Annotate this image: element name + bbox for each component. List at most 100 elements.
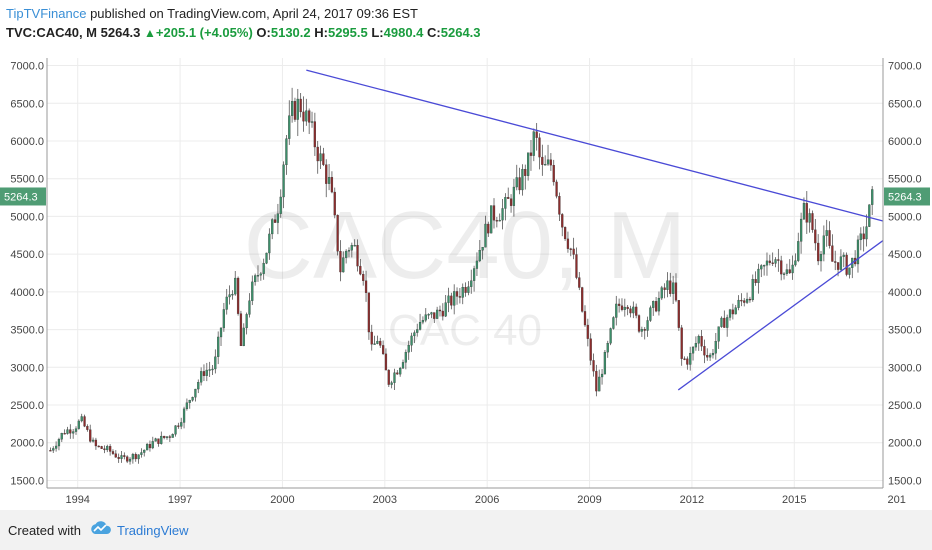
publisher-link[interactable]: TipTVFinance xyxy=(6,6,87,21)
price-chart[interactable]: CAC40, M CAC 40 7000.0 7000.0 6500.0 6500.0… xyxy=(0,0,932,510)
candle-up xyxy=(745,298,749,303)
candle-down xyxy=(723,317,726,328)
candle-up xyxy=(171,434,174,438)
candle-down xyxy=(86,426,89,430)
candle-up xyxy=(606,343,609,353)
x-tick-label: 2000 xyxy=(270,494,294,506)
high-label: H: xyxy=(314,25,328,40)
candle-up xyxy=(416,329,419,333)
candle-down xyxy=(387,369,390,385)
tradingview-brand-link[interactable]: TradingView xyxy=(116,522,189,538)
candle-up xyxy=(544,164,547,166)
candle-down xyxy=(438,309,442,312)
candle-up xyxy=(265,252,268,264)
axes: 7000.0 7000.0 6500.0 6500.0 6000.0 6000.0 5500… xyxy=(10,61,921,506)
candle-up xyxy=(242,327,245,347)
candle-down xyxy=(595,370,598,392)
candle-down xyxy=(771,262,774,264)
tradingview-cloud-icon[interactable] xyxy=(89,520,113,541)
y-tick-label-right: 2500.0 xyxy=(888,400,922,412)
candle-down xyxy=(239,313,243,347)
candle-down xyxy=(168,436,171,438)
candle-up xyxy=(182,408,186,423)
candle-down xyxy=(313,121,316,148)
candle-up xyxy=(413,332,416,337)
candle-down xyxy=(299,98,302,113)
candle-up xyxy=(797,241,800,261)
candle-up xyxy=(399,367,402,375)
candle-down xyxy=(581,287,584,312)
candle-down xyxy=(100,446,103,449)
candle-up xyxy=(689,353,692,365)
candle-down xyxy=(450,295,453,306)
candle-up xyxy=(120,455,123,459)
watermark-subtitle: CAC 40 xyxy=(388,306,542,355)
candle-down xyxy=(862,233,865,240)
candle-up xyxy=(251,281,254,301)
candle-up xyxy=(248,300,251,315)
candle-down xyxy=(308,110,311,123)
candle-down xyxy=(566,238,570,249)
candle-down xyxy=(126,456,129,462)
candle-up xyxy=(427,314,430,316)
candle-down xyxy=(134,454,137,460)
x-tick-label: 1997 xyxy=(168,494,192,506)
y-tick-label-left: 4000.0 xyxy=(10,287,44,299)
candle-up xyxy=(751,279,754,301)
candle-down xyxy=(845,254,848,275)
candle-up xyxy=(839,256,843,270)
candle-up xyxy=(305,110,308,122)
candle-up xyxy=(532,131,535,156)
candle-down xyxy=(748,298,752,301)
candle-down xyxy=(617,303,621,306)
candle-down xyxy=(302,111,305,122)
candle-down xyxy=(635,306,638,316)
y-tick-label-right: 7000.0 xyxy=(888,61,922,73)
y-tick-label-left: 5000.0 xyxy=(10,211,44,223)
y-tick-label-left: 2000.0 xyxy=(10,438,44,450)
created-with-label: Created with xyxy=(8,522,81,538)
candle-up xyxy=(66,429,69,434)
candle-down xyxy=(433,312,436,319)
candle-up xyxy=(285,138,288,166)
candle-down xyxy=(555,181,558,197)
candle-up xyxy=(262,263,265,274)
candle-up xyxy=(259,273,262,276)
candle-down xyxy=(663,287,666,290)
candle-down xyxy=(583,311,587,326)
candle-up xyxy=(623,306,626,310)
candle-down xyxy=(330,177,334,193)
candle-up xyxy=(708,354,712,358)
y-tick-label-right: 4500.0 xyxy=(888,249,922,261)
y-tick-label-left: 4500.0 xyxy=(10,249,44,261)
candle-up xyxy=(612,317,615,329)
candle-up xyxy=(77,420,80,429)
candle-up xyxy=(80,416,83,422)
y-tick-label-left: 1500.0 xyxy=(10,475,44,487)
candle-up xyxy=(160,435,163,444)
close-value: 5264.3 xyxy=(440,25,481,40)
candle-down xyxy=(117,457,120,459)
candle-up xyxy=(490,205,493,234)
low-label: L: xyxy=(371,25,384,40)
candle-up xyxy=(407,345,410,353)
candle-up xyxy=(57,439,61,447)
candle-down xyxy=(743,300,746,303)
trendlines xyxy=(306,69,884,391)
candle-down xyxy=(831,245,834,262)
candle-up xyxy=(342,257,345,273)
y-tick-label-left: 3000.0 xyxy=(10,362,44,374)
candle-down xyxy=(561,214,564,228)
candle-up xyxy=(444,302,447,317)
candle-up xyxy=(871,189,874,205)
candle-up xyxy=(373,343,376,345)
candle-down xyxy=(677,300,680,328)
candle-up xyxy=(214,356,217,370)
candle-down xyxy=(700,336,703,347)
candle-up xyxy=(290,101,294,116)
candle-down xyxy=(817,242,820,262)
candle-up xyxy=(791,264,794,274)
candle-down xyxy=(177,425,180,427)
candle-down xyxy=(686,358,689,365)
candle-down xyxy=(731,309,734,315)
